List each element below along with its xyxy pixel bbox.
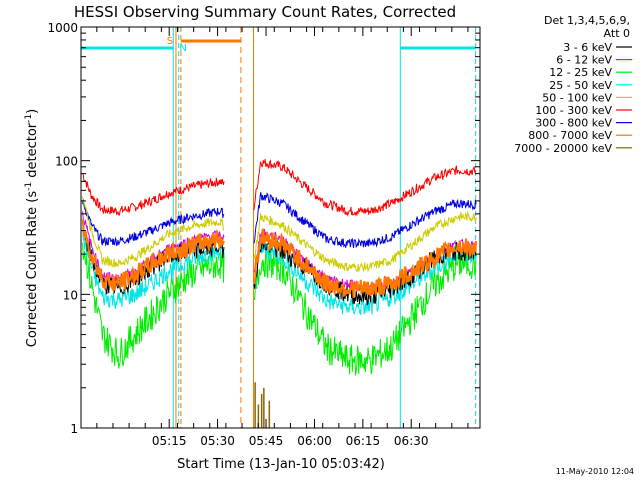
series-line-6-seg-1 [253,192,477,249]
legend-label-1: 6 - 12 keV [556,54,612,67]
legend-label-0: 3 - 6 keV [563,41,612,54]
series-line-4-seg-0 [82,196,225,268]
y-axis-label-end: ) [25,109,40,114]
axis-ticks: 1 10 100 1000 05:15 05:30 05:45 06:00 06:15 06:30 [47,21,480,448]
plot-content: SN [81,27,478,428]
y-axis-label-sup-2: -1 [24,114,34,123]
y-tick-label-1: 10 [63,288,78,302]
x-tick-label-4: 06:15 [346,434,381,448]
x-tick-label-2: 05:45 [249,434,284,448]
legend-label-8: 7000 - 20000 keV [514,142,612,155]
series-line-2-seg-0 [82,242,225,369]
legend-header-1: Det 1,3,4,5,6,9, [544,14,630,27]
series-line-3-seg-1 [253,243,477,316]
legend-label-5: 100 - 300 keV [535,104,612,117]
flag-label-n: N [179,43,186,54]
y-axis-label-main: Corrected Count Rate (s [25,191,40,348]
y-tick-label-3: 1000 [47,21,78,35]
y-axis-label: Corrected Count Rate (s-1 detector-1) [24,109,40,347]
y-axis-label-sup-1: -1 [24,182,34,191]
legend-label-7: 800 - 7000 keV [528,129,612,142]
legend-label-4: 50 - 100 keV [542,91,612,104]
footer-timestamp: 11-May-2010 12:04 [556,467,634,476]
y-tick-label-0: 1 [70,422,78,436]
x-tick-label-3: 06:00 [297,434,332,448]
plot-frame [80,26,481,429]
flag-label-s: S [167,36,173,47]
y-axis-label-mid: detector [25,122,40,182]
legend-header-2: Att 0 [604,27,630,40]
series-line-4-seg-1 [253,211,477,272]
series-line-5-seg-0 [82,173,225,216]
chart-title: HESSI Observing Summary Count Rates, Cor… [74,3,456,21]
x-tick-label-1: 05:30 [200,434,235,448]
series-line-6-seg-0 [82,198,225,247]
series-line-3-seg-0 [82,227,225,309]
series-line-5-seg-1 [253,158,477,217]
legend-label-6: 300 - 800 keV [535,117,612,130]
series-line-2-seg-1 [253,246,477,376]
series-line-7-seg-0 [81,219,225,292]
series-line-7-seg-1 [253,228,478,299]
series-line-0-seg-0 [82,221,225,295]
x-tick-label-0: 05:15 [152,434,187,448]
x-axis-label: Start Time (13-Jan-10 05:03:42) [177,457,385,472]
legend-label-2: 12 - 25 keV [549,66,612,79]
y-tick-label-2: 100 [55,155,78,169]
legend-label-3: 25 - 50 keV [549,79,612,92]
x-tick-label-5: 06:30 [394,434,429,448]
